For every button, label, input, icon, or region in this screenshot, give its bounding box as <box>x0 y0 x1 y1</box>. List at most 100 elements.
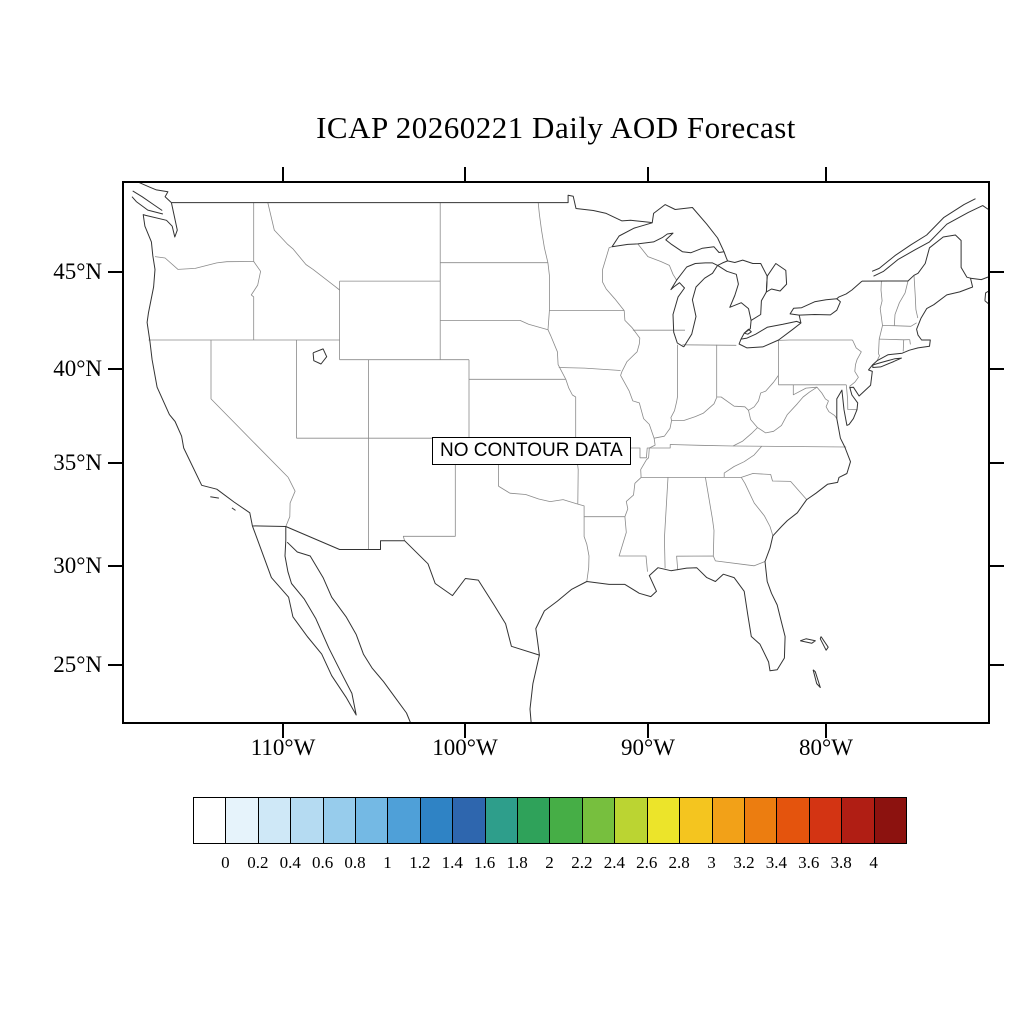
colorbar-cell <box>679 797 713 844</box>
state-border-line <box>676 555 766 571</box>
coastline <box>312 348 328 365</box>
lat-tick-right <box>990 565 1004 567</box>
coastline <box>251 525 357 716</box>
colorbar-cell <box>743 797 778 844</box>
lon-tick-bottom <box>825 724 827 738</box>
colorbar-tick-label: 2.8 <box>668 853 690 872</box>
coastline <box>717 259 768 321</box>
state-border-line <box>498 485 578 505</box>
colorbar-tick-label: 0.6 <box>312 853 334 872</box>
state-border-line <box>558 367 621 371</box>
lat-tick-right <box>990 664 1004 666</box>
state-border-line <box>664 477 669 569</box>
lat-axis-label: 45°N <box>53 259 102 284</box>
colorbar-tick-label: 2 <box>545 853 554 872</box>
lon-axis-label: 100°W <box>432 735 498 760</box>
coastline <box>139 183 172 203</box>
state-border-line <box>547 262 550 330</box>
state-border-line <box>748 410 758 428</box>
state-border-line <box>670 344 678 421</box>
state-border-line <box>602 246 656 517</box>
state-border-line <box>876 280 883 361</box>
colorbar-cell <box>711 797 745 844</box>
colorbar-tick-label: 1 <box>383 853 392 872</box>
colorbar-tick-label: 3.8 <box>830 853 852 872</box>
coastline <box>738 320 802 349</box>
lon-axis-label: 90°W <box>621 735 675 760</box>
colorbar-cell <box>646 797 681 844</box>
coastline <box>743 328 752 335</box>
lon-tick-top <box>282 167 284 181</box>
state-border-line <box>882 322 917 327</box>
coastline <box>723 251 729 262</box>
state-border-line <box>637 243 677 281</box>
state-border-line <box>723 445 763 478</box>
state-border-line <box>618 516 648 572</box>
colorbar-cell <box>225 797 259 844</box>
lat-tick-left <box>108 565 122 567</box>
us-map <box>131 183 988 722</box>
coastline <box>798 314 802 324</box>
colorbar-cell <box>387 797 421 844</box>
lat-tick-left <box>108 368 122 370</box>
coastline <box>670 262 719 348</box>
coastline <box>800 638 816 644</box>
map-frame: NO CONTOUR DATA <box>122 181 990 724</box>
colorbar-cell <box>581 797 616 844</box>
state-border-line <box>740 477 774 536</box>
state-border-line <box>913 275 919 319</box>
lat-tick-left <box>108 664 122 666</box>
lat-tick-left <box>108 271 122 273</box>
lat-axis-label: 35°N <box>53 450 102 475</box>
colorbar-tick-label: 2.6 <box>636 853 658 872</box>
lon-axis-label: 80°W <box>799 735 853 760</box>
state-border-line <box>879 338 910 341</box>
colorbar-tick-label: 0.4 <box>279 853 301 872</box>
coastline <box>765 263 788 293</box>
colorbar-tick-label: 0 <box>221 853 230 872</box>
state-border-line <box>893 280 909 326</box>
lat-axis-label: 40°N <box>53 356 102 381</box>
coastline <box>142 202 974 672</box>
coastline <box>132 190 163 211</box>
state-border-line <box>210 340 289 478</box>
state-border-line <box>705 477 715 557</box>
state-border-line <box>250 261 261 340</box>
state-border-line <box>440 320 567 380</box>
lat-tick-right <box>990 271 1004 273</box>
coastline <box>873 205 988 277</box>
coastline <box>984 290 988 301</box>
state-border-line <box>267 202 340 291</box>
coastline <box>872 357 902 368</box>
state-border-line <box>577 503 590 582</box>
lat-tick-right <box>990 462 1004 464</box>
state-border-line <box>849 339 862 390</box>
coastline <box>836 280 863 300</box>
colorbar-tick-label: 3 <box>707 853 716 872</box>
coastline <box>611 204 725 254</box>
colorbar-tick-label: 1.4 <box>441 853 463 872</box>
state-border-line <box>402 448 456 541</box>
state-border-line <box>732 445 847 448</box>
coastline <box>131 196 164 215</box>
colorbar-cell <box>517 797 551 844</box>
colorbar-cell <box>290 797 324 844</box>
colorbar-cell <box>322 797 357 844</box>
state-border-line <box>682 344 737 346</box>
lon-tick-top <box>647 167 649 181</box>
colorbar-tick-label: 1.8 <box>506 853 528 872</box>
state-border-line <box>909 339 911 345</box>
colorbar-tick-label: 4 <box>869 853 878 872</box>
lat-axis-label: 30°N <box>53 553 102 578</box>
colorbar-cell <box>257 797 292 844</box>
colorbar-cell <box>452 797 486 844</box>
no-contour-data-label: NO CONTOUR DATA <box>432 437 631 465</box>
state-border-line <box>757 386 818 434</box>
colorbar-tick-label: 0.2 <box>247 853 269 872</box>
colorbar-cell <box>776 797 810 844</box>
colorbar-cell <box>873 797 907 844</box>
coastline <box>812 669 821 688</box>
page-title: ICAP 20260221 Daily AOD Forecast <box>316 110 796 145</box>
colorbar-cell <box>808 797 843 844</box>
